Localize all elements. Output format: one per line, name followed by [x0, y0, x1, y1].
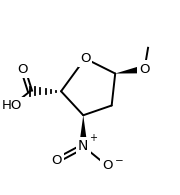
Text: HO: HO [2, 99, 22, 112]
Text: N: N [78, 139, 88, 153]
Text: −: − [114, 156, 123, 166]
Text: O: O [51, 154, 62, 167]
Text: O: O [80, 52, 90, 65]
Polygon shape [79, 115, 87, 146]
Text: O: O [18, 63, 28, 76]
Text: O: O [102, 159, 112, 172]
Text: O: O [139, 63, 150, 76]
Polygon shape [115, 65, 145, 74]
Text: +: + [89, 133, 97, 143]
